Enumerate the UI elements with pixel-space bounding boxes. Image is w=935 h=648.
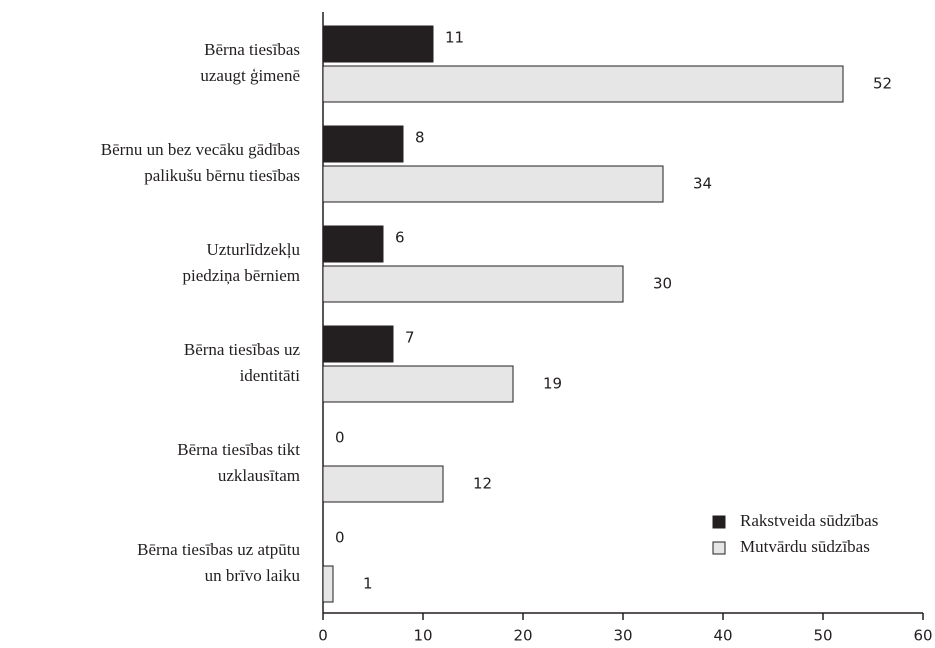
- category-label: uzklausītam: [218, 466, 300, 485]
- value-label: 12: [473, 475, 492, 493]
- bar: [322, 225, 384, 263]
- category-label: Bērna tiesības uz: [184, 340, 301, 359]
- value-label: 11: [445, 29, 464, 47]
- value-label: 6: [395, 229, 405, 247]
- category-label: Bērnu un bez vecāku gādības: [101, 140, 300, 159]
- category-label: un brīvo laiku: [205, 566, 301, 585]
- bar: [322, 465, 444, 503]
- value-label: 30: [653, 275, 672, 293]
- value-label: 0: [335, 429, 345, 447]
- x-tick-label: 20: [513, 627, 532, 645]
- category-label: Uzturlīdzekļu: [207, 240, 301, 259]
- bar: [322, 365, 514, 403]
- category-label: Bērna tiesības uz atpūtu: [137, 540, 300, 559]
- category-label: palikušu bērnu tiesības: [144, 166, 300, 185]
- bar: [322, 65, 844, 103]
- x-tick-label: 60: [913, 627, 932, 645]
- category-label: Bērna tiesības: [204, 40, 300, 59]
- value-label: 19: [543, 375, 562, 393]
- category-label: identitāti: [240, 366, 301, 385]
- bar: [322, 325, 394, 363]
- x-tick-label: 0: [318, 627, 328, 645]
- legend-swatch: [712, 515, 726, 529]
- category-label: piedziņa bērniem: [182, 266, 300, 285]
- x-tick-label: 30: [613, 627, 632, 645]
- x-tick-label: 50: [813, 627, 832, 645]
- bar: [322, 125, 404, 163]
- legend-label: Rakstveida sūdzības: [740, 511, 878, 530]
- value-label: 8: [415, 129, 425, 147]
- bar: [322, 165, 664, 203]
- x-tick-label: 10: [413, 627, 432, 645]
- legend-swatch: [712, 541, 726, 555]
- value-label: 34: [693, 175, 712, 193]
- value-label: 0: [335, 529, 345, 547]
- category-label: uzaugt ģimenē: [200, 66, 300, 85]
- legend-label: Mutvārdu sūdzības: [740, 537, 870, 556]
- value-label: 52: [873, 75, 892, 93]
- bar: [322, 25, 434, 63]
- category-label: Bērna tiesības tikt: [177, 440, 300, 459]
- bar: [322, 565, 334, 603]
- x-tick-label: 40: [713, 627, 732, 645]
- bar: [322, 265, 624, 303]
- value-label: 1: [363, 575, 373, 593]
- value-label: 7: [405, 329, 415, 347]
